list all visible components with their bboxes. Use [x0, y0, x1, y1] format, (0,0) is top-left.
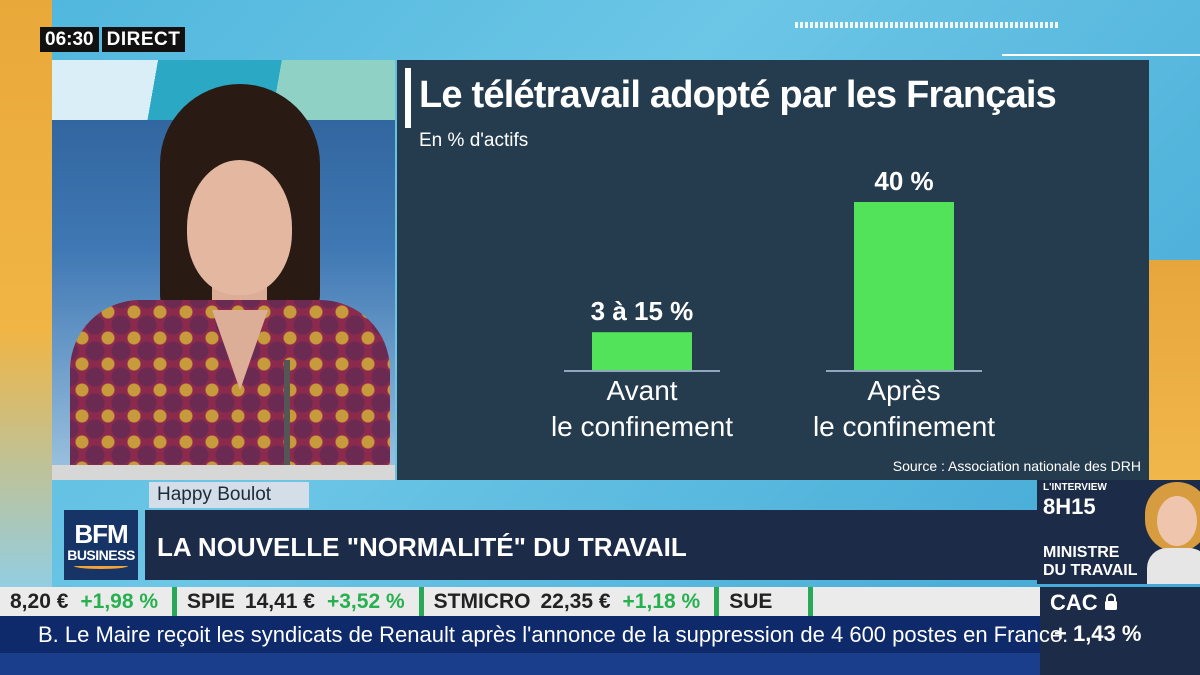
chart-value-label: 3 à 15 %	[591, 296, 694, 326]
ticker-item: SPIE 14,41 € +3,52 %	[177, 587, 424, 616]
chart-category-label: le confinement	[813, 411, 995, 442]
interview-promo: L'INTERVIEW 8H15 MINISTRE DU TRAVAIL	[1037, 480, 1200, 584]
guest-body	[1147, 548, 1200, 584]
ticker-item: 8,20 € +1,98 %	[0, 587, 178, 616]
clock-time: 06:30	[40, 27, 99, 52]
ticker-name: SPIE	[187, 589, 235, 613]
chart-category-label: le confinement	[551, 411, 733, 442]
live-badge: DIRECT	[101, 27, 186, 52]
stock-ticker: 8,20 € +1,98 % SPIE 14,41 € +3,52 % STMI…	[0, 587, 1040, 616]
lock-icon	[1105, 593, 1117, 610]
bar-chart: 3 à 15 % Avant le confinement 40 % Après le c…	[551, 166, 995, 442]
channel-logo: BFM BUSINESS	[64, 510, 138, 580]
promo-role-line1: MINISTRE	[1043, 544, 1120, 561]
guest-face	[1157, 496, 1197, 546]
decorative-line	[1002, 54, 1200, 56]
news-text: B. Le Maire reçoit les syndicats de Rena…	[38, 622, 1069, 647]
news-crawl: B. Le Maire reçoit les syndicats de Rena…	[0, 616, 1068, 653]
studio-background-right	[1148, 260, 1200, 480]
chart-category-label: Avant	[606, 375, 677, 406]
chart-source: Source : Association nationale des DRH	[892, 458, 1141, 474]
broadcast-clock: 06:30 DIRECT	[40, 27, 186, 52]
chart-bar	[854, 202, 954, 370]
ticker-item: SUE	[719, 587, 814, 616]
ticker-change: +3,52 %	[326, 589, 405, 613]
program-name: Happy Boulot	[149, 482, 309, 508]
decorative-dashes	[795, 22, 1060, 28]
ticker-name: SUE	[729, 589, 773, 613]
chart-bar	[592, 332, 692, 370]
index-name: CAC	[1050, 590, 1098, 615]
logo-line2: BUSINESS	[67, 547, 135, 563]
studio-background-left	[0, 0, 52, 600]
logo-curve	[74, 563, 128, 569]
chart-category-label: Après	[867, 375, 940, 406]
chart-value-label: 40 %	[874, 166, 933, 196]
ticker-price: 14,41 €	[244, 589, 315, 613]
logo-line1: BFM	[74, 519, 128, 549]
chart-title-accent	[405, 68, 411, 128]
chart-title: Le télétravail adopté par les Français	[419, 74, 1057, 116]
ticker-change: +1,18 %	[622, 589, 701, 613]
ticker-price: 22,35 €	[540, 589, 611, 613]
studio-desk	[52, 465, 395, 480]
chart-subtitle: En % d'actifs	[419, 130, 529, 151]
presenter-neckline	[212, 310, 268, 390]
ticker-name: STMICRO	[433, 589, 531, 613]
microphone	[284, 360, 290, 480]
presenter-face	[187, 160, 292, 295]
promo-time: 8H15	[1043, 494, 1096, 519]
guest-portrait	[1145, 482, 1200, 584]
ticker-price: 8,20 €	[10, 589, 69, 613]
chart-panel: Le télétravail adopté par les Français E…	[397, 60, 1149, 480]
index-box: CAC + 1,43 %	[1040, 587, 1200, 675]
headline-bar: LA NOUVELLE "NORMALITÉ" DU TRAVAIL	[145, 510, 1037, 580]
bottom-strip	[0, 653, 1040, 675]
presenter-video	[52, 60, 395, 480]
promo-tag: L'INTERVIEW	[1043, 482, 1107, 493]
index-change: + 1,43 %	[1054, 621, 1142, 646]
ticker-item: STMICRO 22,35 € +1,18 %	[424, 587, 720, 616]
promo-role-line2: DU TRAVAIL	[1043, 562, 1138, 579]
ticker-change: +1,98 %	[80, 589, 159, 613]
headline-text: LA NOUVELLE "NORMALITÉ" DU TRAVAIL	[157, 532, 687, 562]
